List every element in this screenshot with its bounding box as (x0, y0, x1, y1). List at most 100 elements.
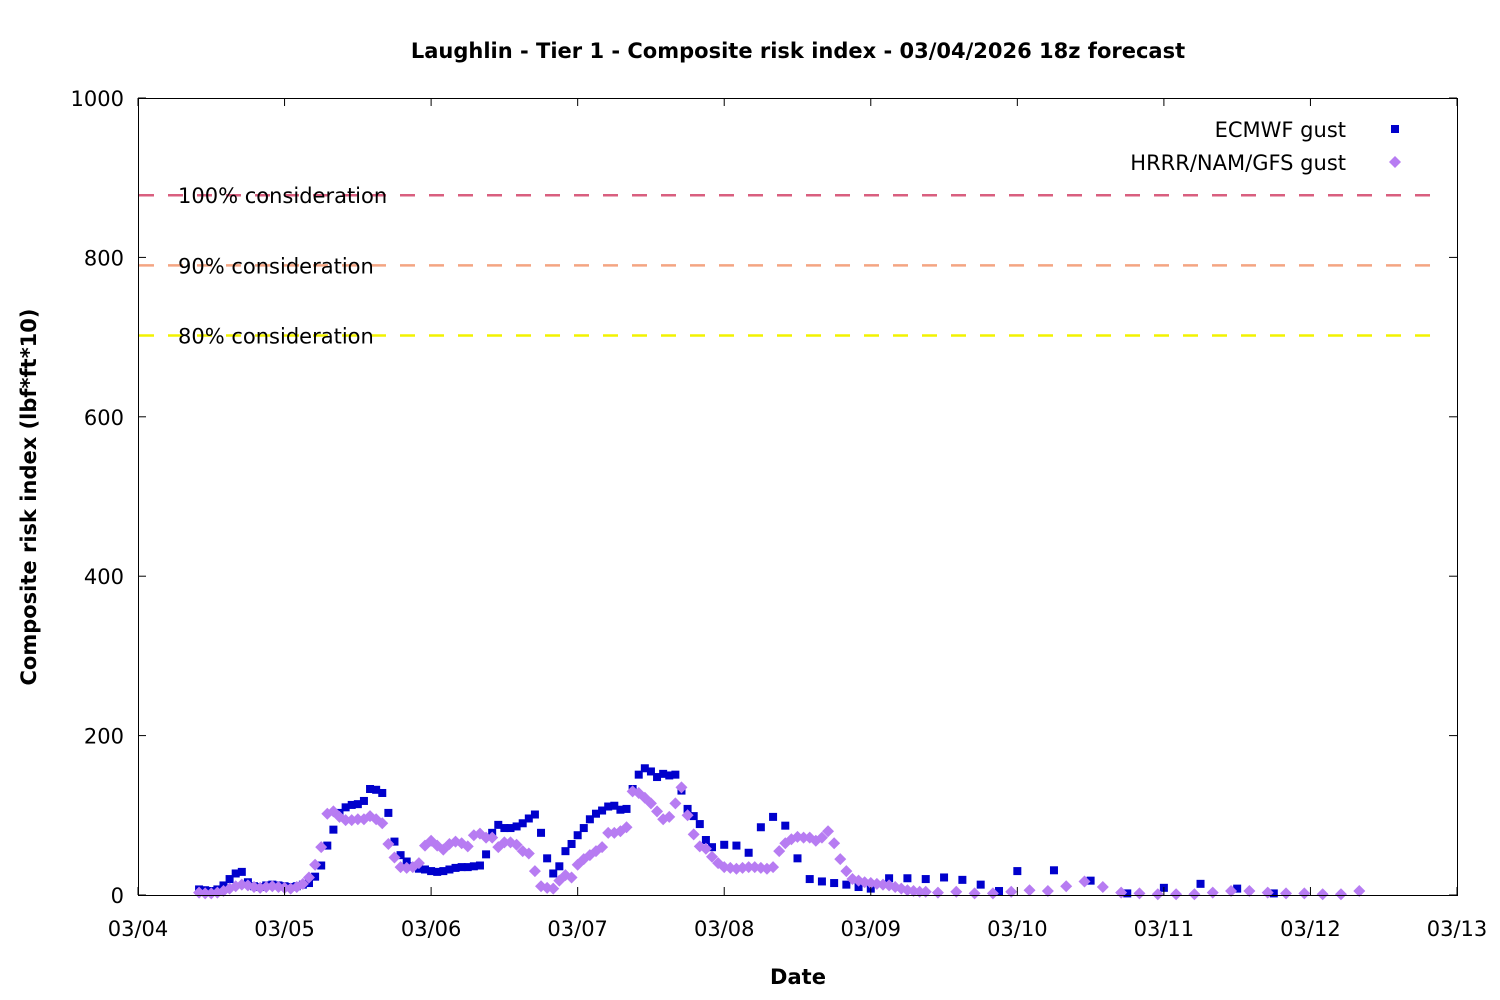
data-point (1233, 884, 1242, 893)
data-point (1280, 887, 1293, 900)
data-point (231, 869, 240, 878)
data-point (681, 809, 694, 822)
legend-marker (1391, 125, 1399, 133)
data-point (1096, 881, 1109, 894)
data-point (522, 847, 535, 860)
data-point (347, 800, 356, 809)
data-point (573, 831, 582, 840)
legend-label: ECMWF gust (1215, 118, 1346, 142)
x-tick-label: 03/11 (1134, 917, 1195, 941)
data-point (1133, 887, 1146, 900)
data-point (976, 880, 985, 889)
data-point (427, 867, 436, 876)
data-point (382, 837, 395, 850)
data-point (1188, 888, 1201, 901)
legend-label: HRRR/NAM/GFS gust (1130, 151, 1346, 175)
data-point (339, 814, 352, 827)
data-point (797, 831, 810, 844)
data-point (396, 851, 405, 860)
data-point (651, 805, 664, 818)
data-point (353, 800, 362, 809)
chart-title: Laughlin - Tier 1 - Composite risk index… (411, 39, 1185, 63)
data-point (237, 867, 246, 876)
data-point (1013, 867, 1022, 876)
data-point (644, 797, 657, 810)
data-point (842, 880, 851, 889)
data-point (767, 861, 780, 874)
data-point (510, 838, 523, 851)
data-point (1196, 879, 1205, 888)
data-point (433, 867, 442, 876)
data-point (482, 850, 491, 859)
data-point (315, 841, 328, 854)
data-point (620, 821, 633, 834)
data-point (555, 862, 564, 871)
series-hrrr (193, 781, 1366, 901)
x-tick-label: 03/06 (401, 917, 462, 941)
data-point (854, 883, 863, 892)
legend-marker (1389, 156, 1401, 168)
data-point (616, 805, 625, 814)
data-point (461, 840, 474, 853)
data-point (671, 770, 680, 779)
data-point (756, 823, 765, 832)
y-axis-title: Composite risk index (lbf*ft*10) (17, 308, 41, 685)
data-point (602, 826, 615, 839)
data-point (663, 810, 676, 823)
data-point (622, 804, 631, 813)
data-point (669, 797, 682, 810)
y-tick-label: 1000 (71, 87, 124, 111)
y-tick-label: 600 (84, 406, 124, 430)
data-point (296, 877, 309, 890)
legend: ECMWF gust HRRR/NAM/GFS gust (1130, 118, 1401, 175)
data-point (225, 875, 234, 884)
data-point (773, 845, 786, 858)
data-point (940, 873, 949, 882)
data-point (1086, 876, 1095, 885)
data-point (687, 828, 700, 841)
data-point (653, 773, 662, 782)
data-point (421, 865, 430, 874)
data-point (1353, 885, 1366, 898)
data-point (781, 821, 790, 830)
data-point (1170, 888, 1183, 901)
data-point (317, 861, 326, 870)
data-point (1041, 885, 1054, 898)
data-point (995, 887, 1004, 896)
data-point (524, 814, 533, 823)
data-point (822, 825, 835, 838)
data-point (903, 874, 912, 883)
data-point (311, 872, 320, 881)
data-point (506, 824, 515, 833)
data-point (834, 853, 847, 866)
data-point (968, 887, 981, 900)
data-point (323, 841, 332, 850)
data-point (445, 865, 454, 874)
x-tick-label: 03/07 (547, 917, 608, 941)
data-point (388, 851, 401, 864)
series-layer (193, 764, 1366, 901)
x-tick-label: 03/12 (1280, 917, 1341, 941)
data-point (329, 825, 338, 834)
data-point (475, 861, 484, 870)
reference-line-label: 90% consideration (178, 254, 374, 278)
data-point (512, 822, 521, 831)
data-point (828, 837, 841, 850)
data-point (720, 840, 729, 849)
x-tick-label: 03/13 (1427, 917, 1488, 941)
data-point (547, 882, 560, 895)
data-point (706, 850, 719, 863)
data-point (302, 871, 315, 884)
data-point (598, 806, 607, 815)
data-point (1123, 889, 1132, 898)
data-point (958, 875, 967, 884)
data-point (402, 857, 411, 866)
data-point (683, 804, 692, 813)
data-point (378, 788, 387, 797)
data-point (384, 808, 393, 817)
data-point (921, 875, 930, 884)
data-point (486, 831, 499, 844)
data-point (695, 820, 704, 829)
data-point (518, 819, 527, 828)
reference-line-label: 100% consideration (178, 184, 387, 208)
